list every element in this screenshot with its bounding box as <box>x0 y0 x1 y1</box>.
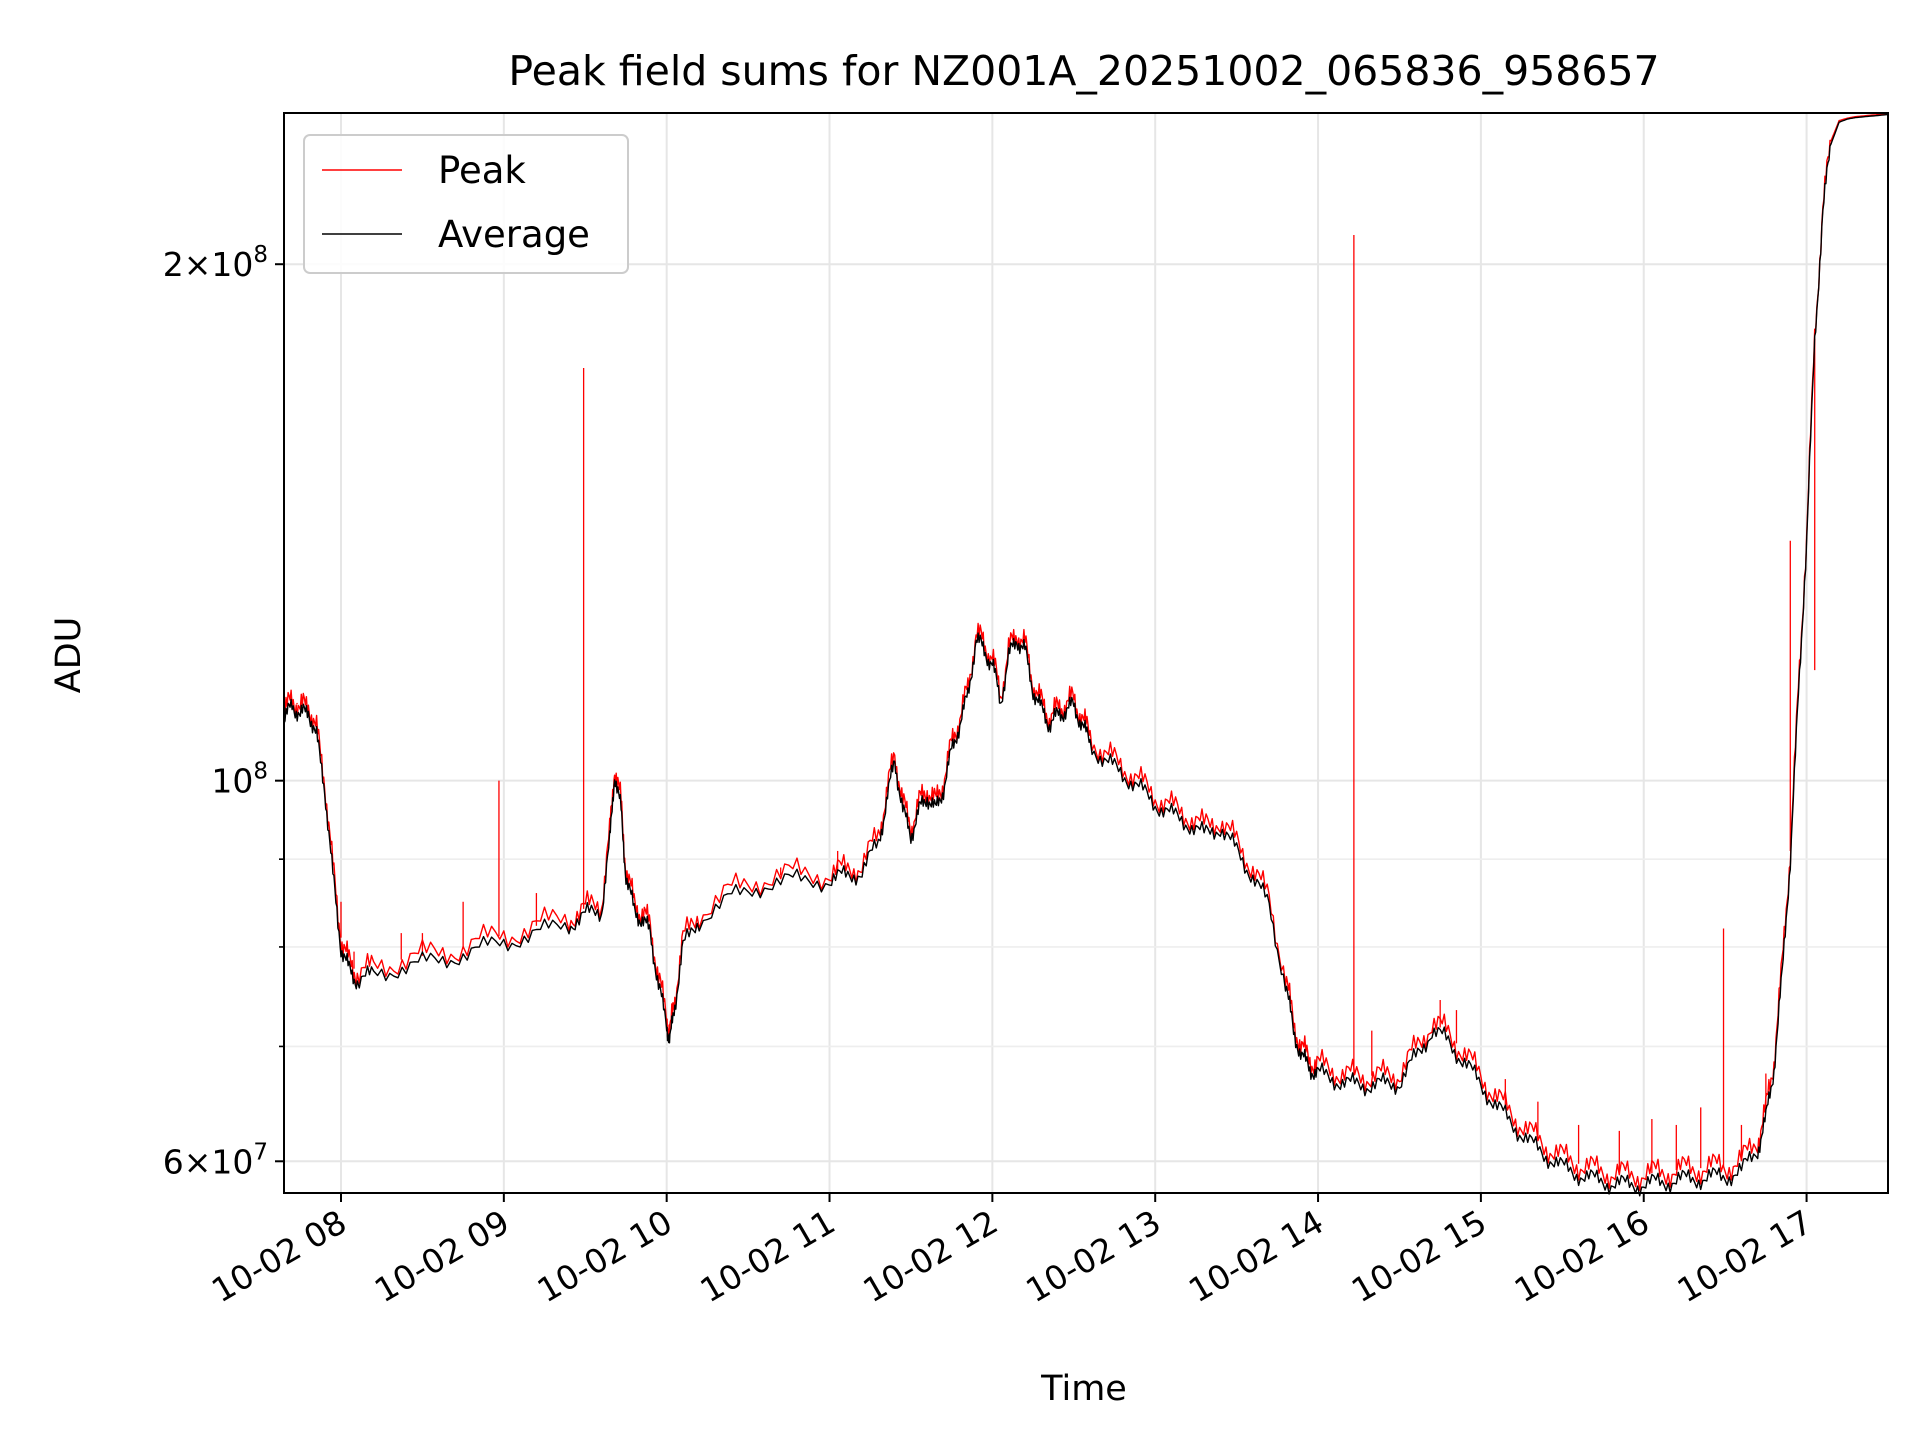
average-series-line <box>283 113 1889 1197</box>
legend-peak-label: Peak <box>438 149 526 192</box>
x-axis-label: Time <box>1040 1369 1127 1409</box>
y-axis-label: ADU <box>49 617 89 694</box>
peak-series-line <box>283 112 1889 1192</box>
y-tick-label-0: 6×107 <box>163 1139 268 1181</box>
legend-average-label: Average <box>438 213 590 256</box>
plot-frame <box>283 112 1889 1194</box>
y-axis-ticks: 6×107 108 2×108 <box>163 242 284 1181</box>
axes <box>283 112 1889 1194</box>
y-tick-label-2: 2×108 <box>163 242 268 284</box>
plot-lines <box>283 112 1889 1197</box>
grid <box>284 113 1888 1193</box>
chart-title: Peak field sums for NZ001A_20251002_0658… <box>508 47 1659 95</box>
y-tick-label-1: 108 <box>211 759 268 801</box>
legend: Peak Average <box>303 134 629 274</box>
